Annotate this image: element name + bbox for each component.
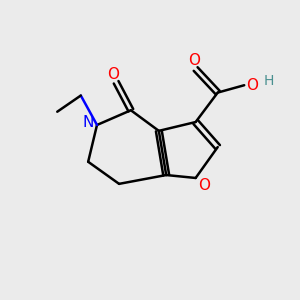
Text: O: O xyxy=(188,53,200,68)
Text: N: N xyxy=(82,115,94,130)
Text: H: H xyxy=(263,74,274,88)
Text: O: O xyxy=(198,178,210,193)
Text: O: O xyxy=(107,67,119,82)
Text: O: O xyxy=(247,78,259,93)
